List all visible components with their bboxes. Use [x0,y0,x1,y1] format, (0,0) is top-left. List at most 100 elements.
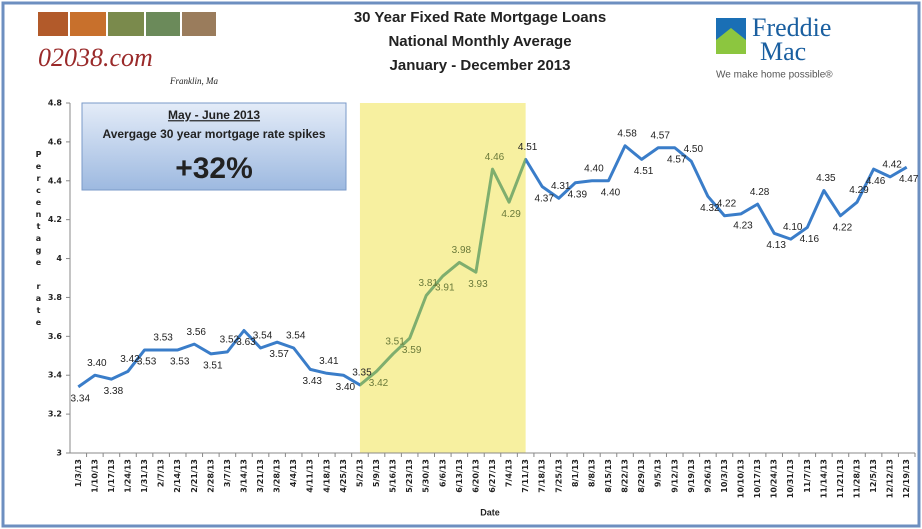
x-tick-label: 5/9/13 [372,459,381,487]
y-axis-label: Percentage rate [34,150,46,330]
x-tick-label: 7/4/13 [505,459,514,487]
data-label: 4.13 [766,240,786,251]
data-label: 4.10 [783,222,803,233]
y-tick-label: 3.8 [48,293,63,302]
data-label: 3.53 [153,333,173,344]
site-logo: 02038.com Franklin, Ma [38,12,218,86]
x-tick-label: 2/7/13 [157,459,166,487]
x-tick-label: 11/21/13 [836,459,845,498]
y-tick-label: 3 [56,449,62,458]
data-label: 4.42 [882,160,902,171]
data-label: 3.98 [452,245,472,256]
y-tick-label: 3.4 [48,371,63,380]
data-label: 4.58 [617,128,637,139]
data-label: 4.22 [717,198,737,209]
data-label: 4.29 [501,209,521,220]
data-label: 4.23 [733,220,753,231]
x-tick-label: 10/17/13 [753,459,762,498]
data-label: 4.51 [634,166,654,177]
y-tick-label: 3.6 [48,332,63,341]
data-label: 3.43 [303,376,323,387]
data-label: 3.59 [402,345,422,356]
x-tick-label: 8/8/13 [587,459,596,487]
data-label: 3.40 [87,358,107,369]
x-tick-label: 2/28/13 [206,459,215,493]
x-tick-label: 3/28/13 [273,459,282,493]
data-label: 3.54 [286,331,306,342]
x-tick-label: 6/13/13 [455,459,464,493]
x-tick-label: 9/5/13 [654,459,663,487]
x-tick-label: 11/7/13 [803,459,812,493]
brand-bottom: Mac [760,37,806,66]
data-label: 4.37 [534,193,554,204]
x-tick-label: 10/3/13 [720,459,729,493]
data-label: 3.38 [104,386,124,397]
x-tick-label: 1/24/13 [123,459,132,493]
x-tick-label: 9/12/13 [670,459,679,493]
data-label: 3.53 [170,357,190,368]
data-label: 4.39 [568,189,588,200]
x-tick-label: 3/21/13 [256,459,265,493]
data-label: 4.40 [601,187,621,198]
x-tick-label: 5/2/13 [355,459,364,487]
x-tick-label: 1/3/13 [74,459,83,487]
x-tick-label: 8/29/13 [637,459,646,493]
data-label: 3.35 [352,368,372,379]
chart-subtitle: National Monthly Average [388,33,571,50]
x-tick-label: 12/19/13 [902,459,911,498]
x-tick-label: 12/12/13 [886,459,895,498]
annotation-text: Avergage 30 year mortgage rate spikes [102,127,325,141]
x-tick-label: 5/16/13 [389,459,398,493]
data-label: 4.35 [816,173,836,184]
data-label: 4.40 [584,163,604,174]
x-tick-label: 5/23/13 [405,459,414,493]
x-tick-label: 7/11/13 [521,459,530,493]
x-tick-label: 3/7/13 [223,459,232,487]
x-tick-label: 1/17/13 [107,459,116,493]
x-tick-label: 2/21/13 [190,459,199,493]
brand-logo: Freddie Mac We make home possible® [716,13,833,81]
data-label: 3.93 [468,279,488,290]
y-tick-label: 4.2 [48,215,62,224]
data-label: 4.46 [866,176,886,187]
data-label: 3.40 [336,382,356,393]
data-label: 4.46 [485,152,505,163]
x-tick-label: 4/25/13 [339,459,348,493]
x-tick-label: 4/11/13 [306,459,315,493]
data-label: 4.57 [667,154,687,165]
data-label: 3.51 [203,360,223,371]
x-tick-label: 6/27/13 [488,459,497,493]
y-tick-label: 4.6 [48,137,63,146]
data-label: 4.57 [650,130,670,141]
data-label: 4.28 [750,187,770,198]
x-tick-label: 1/10/13 [90,459,99,493]
x-tick-label: 6/20/13 [471,459,480,493]
x-tick-label: 9/19/13 [687,459,696,493]
x-tick-label: 4/18/13 [322,459,331,493]
data-label: 3.91 [435,283,455,294]
x-tick-label: 1/31/13 [140,459,149,493]
y-tick-label: 4.4 [48,176,63,185]
x-tick-label: 8/1/13 [571,459,580,487]
data-label: 4.51 [518,142,538,153]
data-label: 3.53 [137,357,157,368]
x-tick-label: 10/31/13 [786,459,795,498]
page: 02038.com Franklin, Ma Freddie Mac We ma… [0,0,922,529]
data-label: 3.41 [319,356,339,367]
y-tick-label: 3.2 [48,410,62,419]
chart: 02038.com Franklin, Ma Freddie Mac We ma… [0,0,922,529]
x-tick-label: 11/28/13 [853,459,862,498]
x-tick-label: 12/5/13 [869,459,878,493]
data-label: 3.34 [71,394,91,405]
data-label: 4.50 [684,144,704,155]
x-tick-label: 10/10/13 [737,459,746,498]
annotation-heading: May - June 2013 [168,108,260,122]
x-tick-label: 11/14/13 [819,459,828,498]
site-caption: Franklin, Ma [169,76,218,86]
x-tick-label: 4/4/13 [289,459,298,487]
x-tick-label: 7/18/13 [538,459,547,493]
x-axis-label: Date [480,507,500,517]
x-tick-label: 5/30/13 [422,459,431,493]
x-tick-label: 3/14/13 [239,459,248,493]
data-label: 4.22 [833,222,853,233]
